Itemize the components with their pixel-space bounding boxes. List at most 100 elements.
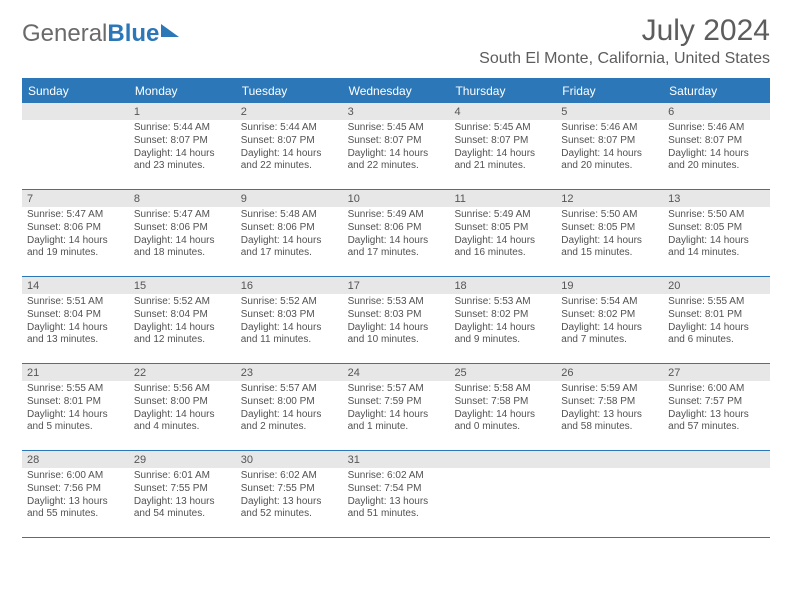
day-info-line: Daylight: 13 hours and 57 minutes. (668, 409, 765, 435)
day-info-line: Sunset: 8:03 PM (348, 309, 445, 322)
day-info-line: Daylight: 14 hours and 19 minutes. (27, 235, 124, 261)
day-body: Sunrise: 5:50 AMSunset: 8:05 PMDaylight:… (663, 207, 770, 264)
day-info-line: Daylight: 13 hours and 55 minutes. (27, 496, 124, 522)
day-body: Sunrise: 5:56 AMSunset: 8:00 PMDaylight:… (129, 381, 236, 438)
day-number: 22 (129, 364, 236, 381)
day-body: Sunrise: 5:55 AMSunset: 8:01 PMDaylight:… (22, 381, 129, 438)
day-body: Sunrise: 5:52 AMSunset: 8:04 PMDaylight:… (129, 294, 236, 351)
day-body: Sunrise: 5:46 AMSunset: 8:07 PMDaylight:… (556, 120, 663, 177)
day-number: 4 (449, 103, 556, 120)
day-number (22, 103, 129, 120)
day-info-line: Sunrise: 6:00 AM (668, 383, 765, 396)
day-number (449, 451, 556, 468)
day-number (556, 451, 663, 468)
day-number: 9 (236, 190, 343, 207)
day-number: 24 (343, 364, 450, 381)
day-info-line: Sunrise: 5:55 AM (668, 296, 765, 309)
day-info-line: Sunrise: 5:49 AM (348, 209, 445, 222)
day-cell: 7Sunrise: 5:47 AMSunset: 8:06 PMDaylight… (22, 190, 129, 276)
day-info-line: Daylight: 14 hours and 21 minutes. (454, 148, 551, 174)
day-number: 31 (343, 451, 450, 468)
day-info-line: Sunrise: 6:01 AM (134, 470, 231, 483)
day-body: Sunrise: 5:48 AMSunset: 8:06 PMDaylight:… (236, 207, 343, 264)
day-info-line: Sunrise: 5:45 AM (454, 122, 551, 135)
day-info-line: Daylight: 14 hours and 10 minutes. (348, 322, 445, 348)
day-info-line: Sunset: 8:06 PM (27, 222, 124, 235)
day-info-line: Sunrise: 5:47 AM (134, 209, 231, 222)
day-info-line: Sunset: 7:58 PM (454, 396, 551, 409)
logo-triangle-icon (161, 24, 179, 37)
day-info-line: Sunrise: 5:54 AM (561, 296, 658, 309)
location-text: South El Monte, California, United State… (479, 50, 770, 68)
day-cell: 23Sunrise: 5:57 AMSunset: 8:00 PMDayligh… (236, 364, 343, 450)
logo-text-1: General (22, 20, 107, 48)
day-cell: 3Sunrise: 5:45 AMSunset: 8:07 PMDaylight… (343, 103, 450, 189)
day-info-line: Daylight: 14 hours and 16 minutes. (454, 235, 551, 261)
day-info-line: Daylight: 14 hours and 6 minutes. (668, 322, 765, 348)
day-info-line: Sunset: 8:07 PM (241, 135, 338, 148)
day-info-line: Sunset: 8:00 PM (241, 396, 338, 409)
day-cell: 29Sunrise: 6:01 AMSunset: 7:55 PMDayligh… (129, 451, 236, 537)
day-number: 6 (663, 103, 770, 120)
day-cell: 13Sunrise: 5:50 AMSunset: 8:05 PMDayligh… (663, 190, 770, 276)
day-body: Sunrise: 5:49 AMSunset: 8:06 PMDaylight:… (343, 207, 450, 264)
day-body (663, 468, 770, 474)
day-info-line: Sunrise: 5:46 AM (561, 122, 658, 135)
day-info-line: Sunset: 8:07 PM (668, 135, 765, 148)
day-body: Sunrise: 5:59 AMSunset: 7:58 PMDaylight:… (556, 381, 663, 438)
dayname-thursday: Thursday (449, 80, 556, 103)
day-info-line: Daylight: 14 hours and 17 minutes. (241, 235, 338, 261)
day-cell: 31Sunrise: 6:02 AMSunset: 7:54 PMDayligh… (343, 451, 450, 537)
day-info-line: Sunset: 8:01 PM (27, 396, 124, 409)
day-body: Sunrise: 5:44 AMSunset: 8:07 PMDaylight:… (129, 120, 236, 177)
day-body: Sunrise: 5:57 AMSunset: 8:00 PMDaylight:… (236, 381, 343, 438)
day-info-line: Daylight: 14 hours and 17 minutes. (348, 235, 445, 261)
day-body: Sunrise: 5:53 AMSunset: 8:02 PMDaylight:… (449, 294, 556, 351)
day-info-line: Daylight: 14 hours and 22 minutes. (241, 148, 338, 174)
day-number (663, 451, 770, 468)
day-cell: 21Sunrise: 5:55 AMSunset: 8:01 PMDayligh… (22, 364, 129, 450)
day-body: Sunrise: 5:57 AMSunset: 7:59 PMDaylight:… (343, 381, 450, 438)
day-body: Sunrise: 6:00 AMSunset: 7:57 PMDaylight:… (663, 381, 770, 438)
day-cell: 24Sunrise: 5:57 AMSunset: 7:59 PMDayligh… (343, 364, 450, 450)
day-cell: 18Sunrise: 5:53 AMSunset: 8:02 PMDayligh… (449, 277, 556, 363)
day-number: 3 (343, 103, 450, 120)
day-cell: 5Sunrise: 5:46 AMSunset: 8:07 PMDaylight… (556, 103, 663, 189)
calendar: SundayMondayTuesdayWednesdayThursdayFrid… (22, 78, 770, 538)
day-cell: 11Sunrise: 5:49 AMSunset: 8:05 PMDayligh… (449, 190, 556, 276)
day-body: Sunrise: 6:00 AMSunset: 7:56 PMDaylight:… (22, 468, 129, 525)
day-cell: 2Sunrise: 5:44 AMSunset: 8:07 PMDaylight… (236, 103, 343, 189)
day-number: 18 (449, 277, 556, 294)
day-cell: 28Sunrise: 6:00 AMSunset: 7:56 PMDayligh… (22, 451, 129, 537)
day-info-line: Sunrise: 5:46 AM (668, 122, 765, 135)
day-cell: 19Sunrise: 5:54 AMSunset: 8:02 PMDayligh… (556, 277, 663, 363)
day-number: 29 (129, 451, 236, 468)
day-info-line: Sunrise: 5:44 AM (134, 122, 231, 135)
day-number: 2 (236, 103, 343, 120)
day-cell: 25Sunrise: 5:58 AMSunset: 7:58 PMDayligh… (449, 364, 556, 450)
day-info-line: Sunset: 8:06 PM (348, 222, 445, 235)
day-number: 25 (449, 364, 556, 381)
dayname-monday: Monday (129, 80, 236, 103)
day-body: Sunrise: 5:54 AMSunset: 8:02 PMDaylight:… (556, 294, 663, 351)
dayname-tuesday: Tuesday (236, 80, 343, 103)
day-number: 21 (22, 364, 129, 381)
dayname-saturday: Saturday (663, 80, 770, 103)
day-body: Sunrise: 5:55 AMSunset: 8:01 PMDaylight:… (663, 294, 770, 351)
day-info-line: Sunrise: 5:50 AM (668, 209, 765, 222)
day-info-line: Sunset: 7:57 PM (668, 396, 765, 409)
day-info-line: Daylight: 14 hours and 12 minutes. (134, 322, 231, 348)
day-number: 19 (556, 277, 663, 294)
day-info-line: Sunrise: 5:45 AM (348, 122, 445, 135)
day-info-line: Sunset: 8:03 PM (241, 309, 338, 322)
day-info-line: Sunset: 8:05 PM (561, 222, 658, 235)
day-number: 7 (22, 190, 129, 207)
day-info-line: Sunrise: 5:56 AM (134, 383, 231, 396)
day-body: Sunrise: 6:01 AMSunset: 7:55 PMDaylight:… (129, 468, 236, 525)
day-body: Sunrise: 5:45 AMSunset: 8:07 PMDaylight:… (449, 120, 556, 177)
day-cell: 12Sunrise: 5:50 AMSunset: 8:05 PMDayligh… (556, 190, 663, 276)
day-cell: 1Sunrise: 5:44 AMSunset: 8:07 PMDaylight… (129, 103, 236, 189)
day-body: Sunrise: 5:47 AMSunset: 8:06 PMDaylight:… (129, 207, 236, 264)
day-body (449, 468, 556, 474)
day-number: 30 (236, 451, 343, 468)
